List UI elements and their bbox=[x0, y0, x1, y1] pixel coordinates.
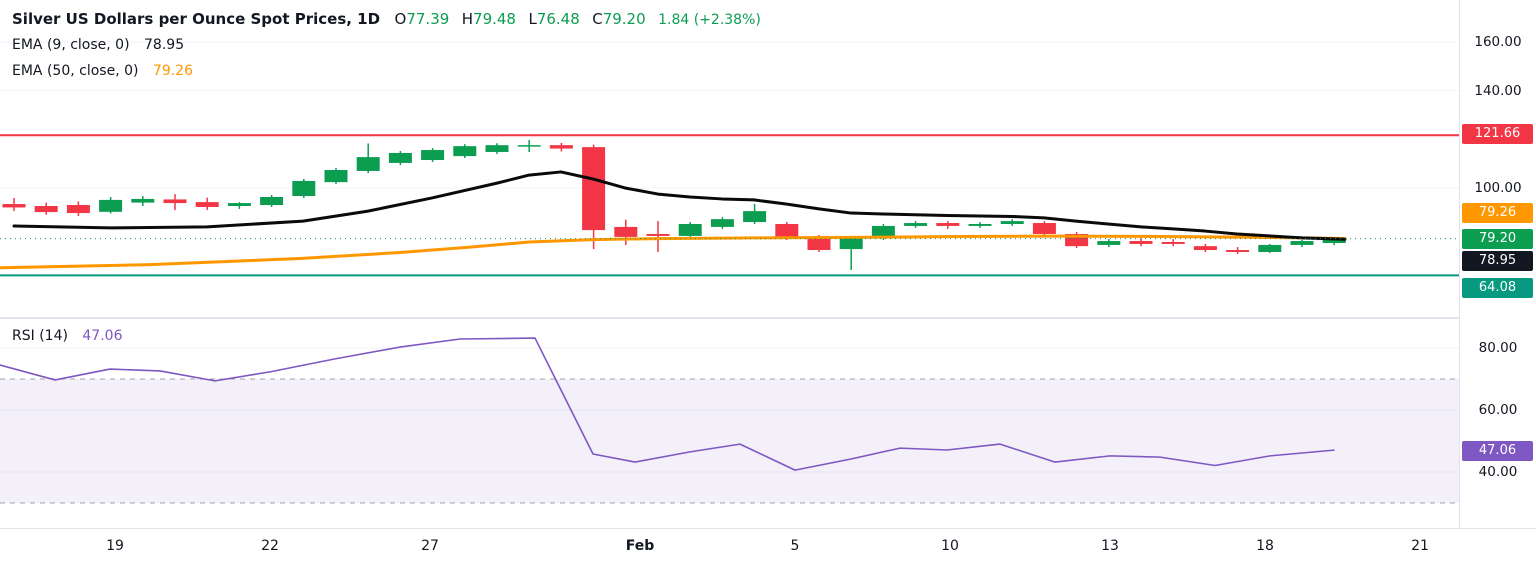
candle-body bbox=[710, 219, 734, 227]
price-tick-label: 160.00 bbox=[1474, 33, 1522, 50]
candle-body bbox=[1193, 246, 1217, 251]
candle-body bbox=[356, 157, 380, 171]
candle-body bbox=[66, 205, 90, 214]
ema50-value: 79.26 bbox=[152, 63, 194, 79]
time-label: 10 bbox=[941, 538, 959, 554]
change-value: 1.84 (+2.38%) bbox=[658, 12, 761, 28]
ema50-legend-row[interactable]: EMA (50, close, 0) 79.26 bbox=[12, 60, 761, 86]
time-label: 27 bbox=[421, 538, 439, 554]
candle-body bbox=[1161, 242, 1185, 244]
candle-body bbox=[775, 224, 799, 237]
candle-body bbox=[1032, 223, 1056, 234]
candle-body bbox=[1097, 241, 1121, 245]
candle-body bbox=[614, 226, 638, 237]
ohlc-high: H79.48 bbox=[461, 10, 516, 28]
price-tick-label: 60.00 bbox=[1478, 402, 1518, 418]
ema9-label: EMA (9, close, 0) bbox=[12, 37, 130, 53]
price-badge: 121.66 bbox=[1462, 124, 1533, 144]
price-tick-label: 40.00 bbox=[1478, 464, 1518, 480]
candle-body bbox=[292, 180, 316, 197]
main-legend: Silver US Dollars per Ounce Spot Prices,… bbox=[12, 8, 761, 86]
candle-body bbox=[904, 223, 928, 226]
ema9-value: 78.95 bbox=[144, 37, 185, 53]
ema50-label: EMA (50, close, 0) bbox=[12, 63, 139, 79]
price-axis[interactable]: 160.00 140.00 100.00 80.00 60.00 40.00 121.66 7… bbox=[1459, 0, 1536, 528]
candle-body bbox=[582, 147, 606, 231]
candle-body bbox=[968, 224, 992, 226]
candle-body bbox=[388, 152, 412, 163]
candle-body bbox=[99, 199, 123, 212]
candle-body bbox=[227, 203, 251, 206]
candle-body bbox=[1322, 238, 1346, 244]
pane-separator[interactable] bbox=[0, 317, 1536, 319]
candle-body bbox=[485, 145, 509, 152]
rsi-line[interactable] bbox=[0, 337, 1335, 471]
candle-body bbox=[163, 199, 187, 204]
candle-body bbox=[34, 205, 58, 213]
price-tick-label: 140.00 bbox=[1474, 82, 1522, 99]
candle-body bbox=[1258, 244, 1282, 252]
candle-body bbox=[807, 236, 831, 251]
ohlc-open: O77.39 bbox=[394, 10, 450, 28]
symbol-title[interactable]: Silver US Dollars per Ounce Spot Prices,… bbox=[12, 10, 381, 28]
candle-body bbox=[678, 224, 702, 236]
candle-body bbox=[195, 202, 219, 207]
candle-body bbox=[260, 196, 284, 206]
candle-body bbox=[421, 150, 445, 161]
time-label: 5 bbox=[790, 538, 800, 554]
candle-body bbox=[936, 223, 960, 226]
price-badge: 79.20 bbox=[1462, 229, 1533, 249]
candle-body bbox=[1000, 221, 1024, 225]
time-label: Feb bbox=[625, 538, 655, 554]
price-badge: 64.08 bbox=[1462, 278, 1533, 298]
candle-body bbox=[324, 169, 348, 183]
candle-body bbox=[839, 238, 863, 250]
candle-body bbox=[1226, 250, 1250, 252]
candle-body bbox=[1290, 241, 1314, 245]
candle-body bbox=[743, 211, 767, 223]
rsi-label: RSI (14) bbox=[12, 328, 68, 344]
time-label: 18 bbox=[1256, 538, 1274, 554]
rsi-legend-row[interactable]: RSI (14) 47.06 bbox=[12, 326, 122, 346]
candle-body bbox=[453, 146, 477, 157]
rsi-band bbox=[0, 378, 1459, 504]
candle-body bbox=[517, 145, 541, 147]
candle-body bbox=[131, 198, 155, 203]
candle-body bbox=[871, 225, 895, 239]
time-label: 21 bbox=[1411, 538, 1429, 554]
price-tick-label: 100.00 bbox=[1474, 179, 1522, 196]
price-badge: 47.06 bbox=[1462, 441, 1533, 461]
ohlc-low: L76.48 bbox=[528, 10, 580, 28]
candle-body bbox=[646, 233, 670, 236]
price-tick-label: 80.00 bbox=[1478, 339, 1518, 356]
ema9-legend-row[interactable]: EMA (9, close, 0) 78.95 bbox=[12, 34, 761, 60]
ema9-line[interactable] bbox=[12, 170, 1347, 241]
ema50-line[interactable] bbox=[0, 234, 1347, 270]
rsi-value: 47.06 bbox=[82, 328, 123, 344]
time-axis[interactable]: 19 22 27 Feb 5 10 13 18 21 bbox=[0, 528, 1536, 564]
candle-body bbox=[1129, 241, 1153, 244]
ohlc-close: C79.20 bbox=[592, 10, 646, 28]
price-badge: 78.95 bbox=[1462, 251, 1533, 271]
chart-canvas[interactable] bbox=[0, 0, 1459, 528]
candle-body bbox=[2, 204, 26, 208]
time-label: 22 bbox=[261, 538, 279, 554]
time-label: 19 bbox=[106, 538, 124, 554]
time-label: 13 bbox=[1101, 538, 1119, 554]
symbol-row[interactable]: Silver US Dollars per Ounce Spot Prices,… bbox=[12, 8, 761, 34]
price-badge: 79.26 bbox=[1462, 203, 1533, 223]
candle-body bbox=[549, 145, 573, 149]
